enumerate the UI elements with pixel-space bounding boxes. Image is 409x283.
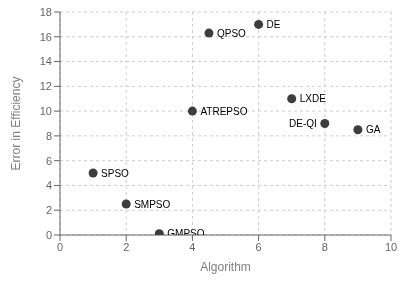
svg-text:16: 16 — [40, 31, 52, 43]
svg-text:GA: GA — [366, 124, 381, 135]
svg-text:6: 6 — [256, 241, 262, 253]
svg-text:SMPSO: SMPSO — [134, 199, 170, 210]
svg-text:14: 14 — [40, 55, 52, 67]
svg-text:0: 0 — [46, 229, 52, 241]
svg-text:GMPSO: GMPSO — [167, 228, 204, 235]
svg-text:12: 12 — [40, 80, 52, 92]
svg-text:2: 2 — [46, 204, 52, 216]
svg-text:ATREPSO: ATREPSO — [200, 106, 247, 117]
svg-text:Error in Efficiency: Error in Efficiency — [9, 77, 23, 171]
svg-text:8: 8 — [46, 130, 52, 142]
svg-text:10: 10 — [385, 241, 397, 253]
svg-text:4: 4 — [46, 179, 52, 191]
svg-text:Algorithm: Algorithm — [200, 260, 251, 274]
svg-text:10: 10 — [40, 105, 52, 117]
svg-text:DE: DE — [267, 19, 281, 30]
svg-text:18: 18 — [40, 6, 52, 18]
svg-text:2: 2 — [123, 241, 129, 253]
svg-text:0: 0 — [57, 241, 63, 253]
svg-text:DE-QI: DE-QI — [289, 118, 317, 129]
svg-text:4: 4 — [189, 241, 195, 253]
svg-text:LXDE: LXDE — [300, 93, 326, 104]
svg-text:8: 8 — [322, 241, 328, 253]
svg-text:QPSO: QPSO — [217, 28, 246, 39]
svg-text:6: 6 — [46, 155, 52, 167]
svg-text:SPSO: SPSO — [101, 168, 129, 179]
